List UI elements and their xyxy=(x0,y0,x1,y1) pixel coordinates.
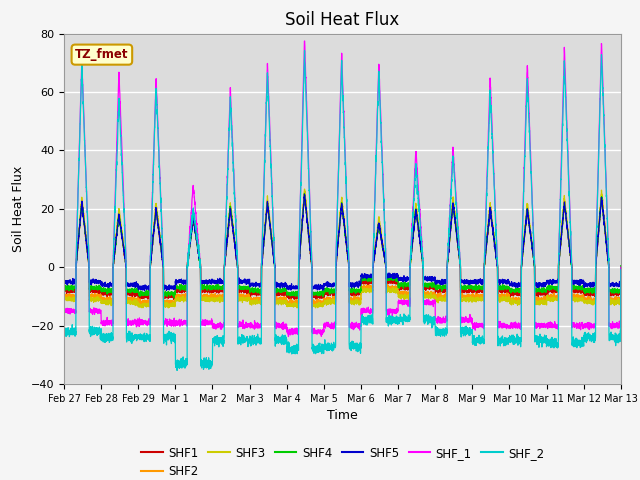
SHF4 xyxy=(499,284,507,290)
Line: SHF4: SHF4 xyxy=(64,193,621,298)
SHF1 xyxy=(136,297,144,303)
Text: TZ_fmet: TZ_fmet xyxy=(75,48,129,61)
SHF_1 xyxy=(617,264,625,270)
SHF5 xyxy=(468,278,476,284)
SHF_1 xyxy=(60,310,68,315)
SHF2 xyxy=(499,293,507,299)
SHF_1 xyxy=(322,320,330,326)
Legend: SHF1, SHF2, SHF3, SHF4, SHF5, SHF_1, SHF_2: SHF1, SHF2, SHF3, SHF4, SHF5, SHF_1, SHF… xyxy=(137,442,549,480)
SHF4 xyxy=(617,263,625,268)
SHF4 xyxy=(60,288,68,293)
SHF_1 xyxy=(160,321,168,327)
SHF3 xyxy=(301,186,308,192)
SHF5 xyxy=(617,265,625,271)
SHF2 xyxy=(160,301,168,307)
SHF_2 xyxy=(616,332,624,337)
SHF_2 xyxy=(468,328,476,334)
SHF_2 xyxy=(322,341,330,347)
Line: SHF3: SHF3 xyxy=(64,189,621,308)
SHF1 xyxy=(301,191,308,197)
SHF_1 xyxy=(499,323,507,328)
Line: SHF_2: SHF_2 xyxy=(64,50,621,371)
SHF_2 xyxy=(436,334,444,339)
SHF4 xyxy=(160,290,168,296)
Y-axis label: Soil Heat Flux: Soil Heat Flux xyxy=(12,166,25,252)
SHF5 xyxy=(499,279,507,285)
SHF4 xyxy=(170,295,178,300)
SHF_1 xyxy=(436,318,444,324)
SHF4 xyxy=(436,284,444,289)
SHF2 xyxy=(322,296,330,302)
SHF2 xyxy=(316,303,324,309)
SHF3 xyxy=(616,301,624,307)
SHF1 xyxy=(468,287,476,292)
Line: SHF5: SHF5 xyxy=(64,194,621,291)
SHF5 xyxy=(141,288,148,294)
SHF_2 xyxy=(499,339,507,345)
X-axis label: Time: Time xyxy=(327,409,358,422)
SHF_2 xyxy=(60,331,68,337)
SHF4 xyxy=(468,283,476,288)
SHF1 xyxy=(499,287,507,293)
SHF5 xyxy=(616,283,624,288)
SHF5 xyxy=(301,192,308,197)
SHF_2 xyxy=(617,267,625,273)
SHF5 xyxy=(60,277,68,283)
SHF3 xyxy=(617,264,625,270)
SHF4 xyxy=(616,289,624,295)
SHF1 xyxy=(616,291,624,297)
SHF5 xyxy=(322,281,330,287)
SHF5 xyxy=(436,279,444,285)
SHF_2 xyxy=(160,337,168,343)
SHF1 xyxy=(617,264,625,270)
SHF3 xyxy=(322,298,330,304)
SHF3 xyxy=(60,298,68,303)
Line: SHF1: SHF1 xyxy=(64,194,621,300)
SHF2 xyxy=(617,264,625,270)
SHF2 xyxy=(468,293,476,299)
SHF1 xyxy=(322,290,330,296)
SHF1 xyxy=(436,289,444,295)
Line: SHF_1: SHF_1 xyxy=(64,41,621,336)
SHF_1 xyxy=(468,317,476,323)
SHF2 xyxy=(616,298,624,304)
SHF2 xyxy=(436,293,444,299)
Title: Soil Heat Flux: Soil Heat Flux xyxy=(285,11,399,29)
SHF4 xyxy=(322,286,330,291)
SHF_2 xyxy=(301,48,308,53)
SHF1 xyxy=(161,294,168,300)
SHF4 xyxy=(301,191,308,196)
SHF1 xyxy=(60,286,68,291)
SHF_1 xyxy=(285,334,292,339)
SHF2 xyxy=(60,293,68,299)
SHF5 xyxy=(161,285,168,290)
SHF2 xyxy=(301,189,308,194)
SHF3 xyxy=(499,295,507,300)
SHF_1 xyxy=(616,321,624,327)
SHF3 xyxy=(436,297,444,302)
SHF_1 xyxy=(301,38,308,44)
Line: SHF2: SHF2 xyxy=(64,192,621,306)
SHF3 xyxy=(308,305,316,311)
SHF_2 xyxy=(173,368,181,373)
SHF3 xyxy=(160,301,168,307)
SHF3 xyxy=(468,296,476,302)
